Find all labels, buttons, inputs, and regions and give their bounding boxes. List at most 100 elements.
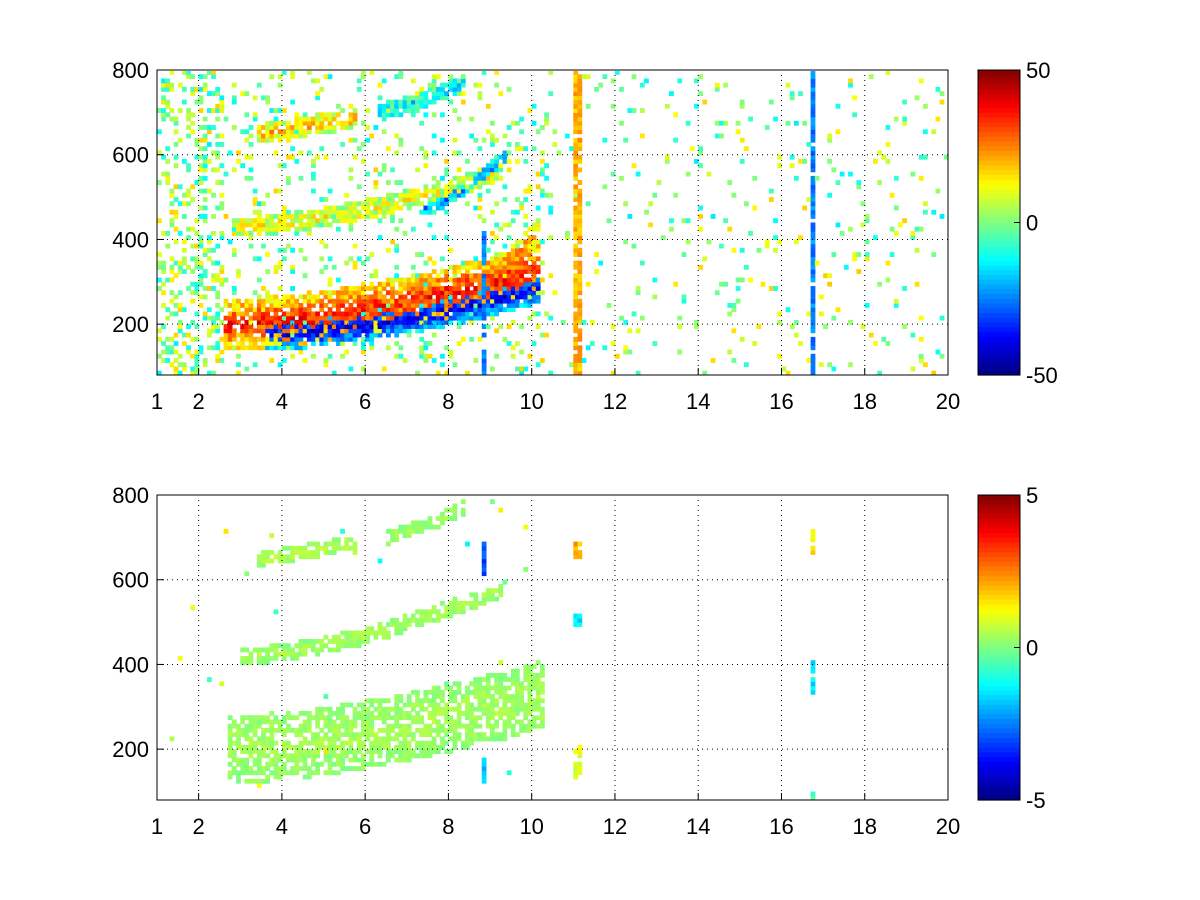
heatmap-cell	[935, 116, 941, 122]
colorbar-segment	[978, 618, 1020, 625]
heatmap-cell	[265, 647, 270, 653]
colorbar-segment	[978, 212, 1020, 219]
heatmap-cell	[810, 273, 816, 279]
heatmap-cell	[573, 192, 579, 198]
heatmap-cell	[381, 744, 387, 750]
heatmap-cell	[752, 205, 758, 211]
heatmap-cell	[319, 129, 325, 135]
heatmap-cell	[231, 723, 237, 729]
heatmap-cell	[336, 302, 341, 308]
heatmap-cell	[390, 622, 395, 627]
heatmap-cell	[573, 370, 579, 375]
heatmap-cell	[577, 218, 583, 224]
heatmap-cell	[564, 230, 570, 236]
heatmap-cell	[327, 715, 333, 721]
heatmap-cell	[490, 732, 495, 738]
heatmap-cell	[523, 281, 529, 287]
heatmap-cell	[410, 197, 416, 202]
heatmap-cell	[377, 307, 383, 313]
heatmap-cell	[419, 302, 425, 308]
heatmap-cell	[510, 668, 516, 674]
heatmap-cell	[485, 311, 491, 317]
heatmap-cell	[431, 711, 437, 716]
heatmap-cell	[456, 82, 462, 88]
heatmap-cell	[477, 171, 483, 177]
heatmap-cell	[286, 715, 291, 721]
heatmap-cell	[265, 550, 270, 555]
heatmap-cell	[306, 639, 312, 644]
heatmap-cell	[552, 129, 558, 135]
heatmap-cell	[331, 732, 337, 738]
heatmap-cell	[240, 770, 246, 776]
heatmap-cell	[377, 749, 383, 755]
heatmap-cell	[460, 694, 466, 699]
heatmap-cell	[490, 133, 495, 139]
heatmap-cell	[240, 715, 246, 721]
heatmap-cell	[323, 264, 329, 270]
heatmap-cell	[348, 639, 354, 644]
heatmap-cell	[390, 319, 395, 325]
heatmap-cell	[344, 630, 350, 636]
heatmap-cell	[477, 273, 483, 279]
heatmap-cell	[806, 142, 812, 147]
heatmap-cell	[157, 180, 162, 185]
heatmap-cell	[431, 74, 437, 80]
heatmap-cell	[444, 286, 450, 291]
heatmap-cell	[423, 315, 429, 321]
heatmap-cell	[336, 744, 341, 750]
heatmap-cell	[394, 277, 400, 283]
colorbar-segment	[978, 680, 1020, 687]
heatmap-cell	[444, 277, 450, 283]
colorbar-segment	[978, 738, 1020, 744]
heatmap-cell	[181, 70, 187, 75]
heatmap-cell	[277, 719, 283, 725]
heatmap-cell	[868, 74, 874, 80]
heatmap-cell	[477, 264, 483, 270]
heatmap-cell	[348, 286, 354, 291]
heatmap-cell	[573, 328, 579, 334]
heatmap-cell	[356, 643, 362, 649]
heatmap-cell	[577, 247, 583, 253]
heatmap-cell	[331, 749, 337, 755]
heatmap-cell	[473, 732, 479, 738]
heatmap-cell	[223, 528, 229, 534]
heatmap-cell	[577, 541, 583, 547]
heatmap-cell	[398, 103, 404, 109]
heatmap-cell	[331, 218, 337, 224]
heatmap-cell	[465, 685, 470, 691]
heatmap-cell	[227, 761, 233, 767]
heatmap-cell	[577, 188, 583, 194]
heatmap-cell	[294, 311, 300, 317]
colorbar-segment	[978, 93, 1020, 100]
heatmap-cell	[552, 290, 558, 296]
heatmap-cell	[444, 311, 450, 317]
heatmap-cell	[315, 647, 320, 653]
heatmap-cell	[311, 550, 316, 555]
heatmap-cell	[290, 319, 295, 325]
heatmap-cell	[410, 307, 416, 313]
heatmap-cell	[302, 319, 308, 325]
heatmap-cell	[286, 740, 291, 746]
heatmap-cell	[273, 727, 279, 733]
heatmap-cell	[415, 324, 420, 330]
heatmap-cell	[256, 129, 262, 135]
heatmap-cell	[519, 269, 524, 274]
heatmap-cell	[306, 298, 312, 304]
bottom-colorbar-labels: 50-5	[1014, 483, 1046, 813]
heatmap-cell	[415, 298, 420, 304]
heatmap-cell	[252, 744, 258, 750]
heatmap-cell	[602, 74, 608, 80]
heatmap-cell	[631, 74, 637, 80]
heatmap-cell	[502, 677, 508, 682]
heatmap-cell	[365, 256, 370, 262]
colorbar-segment	[978, 752, 1020, 758]
heatmap-cell	[231, 218, 237, 224]
x-tick-label: 16	[769, 389, 793, 414]
heatmap-cell	[864, 239, 870, 245]
heatmap-cell	[619, 175, 624, 181]
heatmap-cell	[198, 163, 204, 169]
heatmap-cell	[848, 78, 853, 84]
heatmap-cell	[852, 256, 858, 262]
heatmap-cell	[336, 332, 341, 338]
heatmap-cell	[390, 617, 395, 623]
